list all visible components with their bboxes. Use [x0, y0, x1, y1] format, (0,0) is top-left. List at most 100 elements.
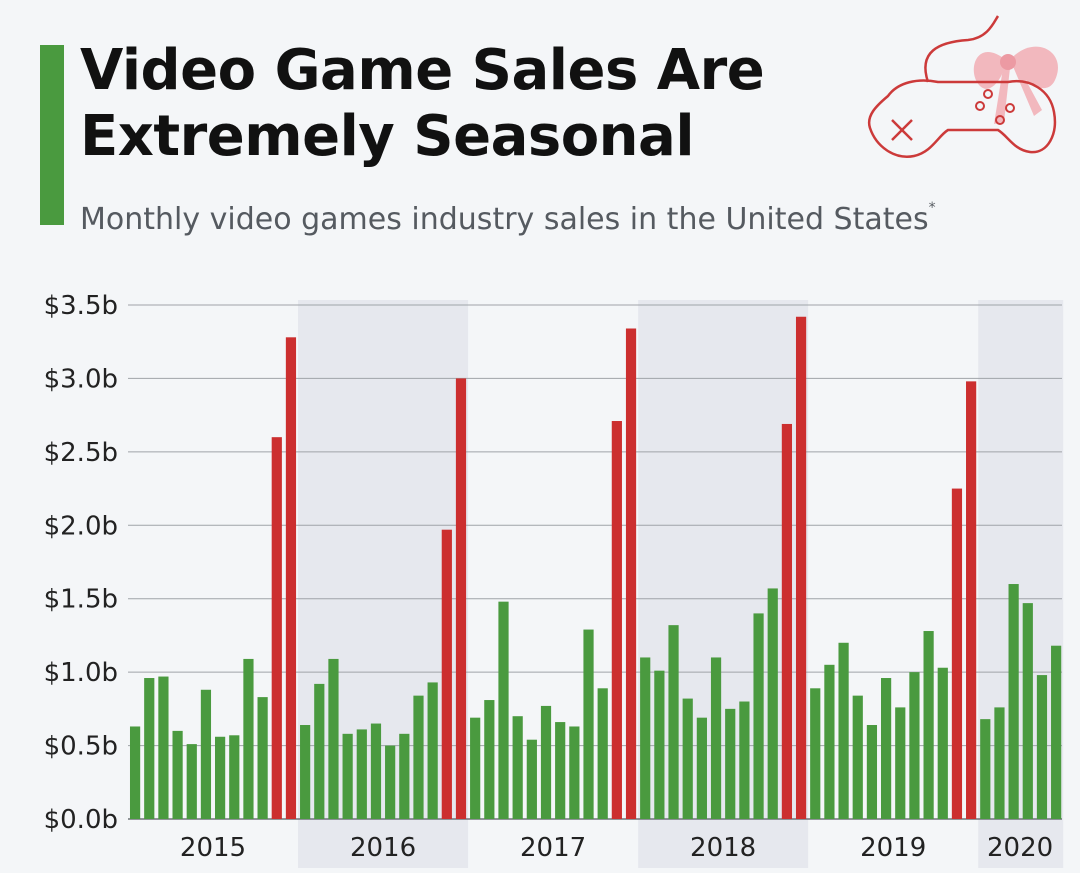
bar-2017-2: [484, 700, 495, 819]
bar-2016-2: [314, 683, 325, 819]
bar-2018-5: [696, 717, 707, 819]
button-4: [995, 115, 1005, 125]
bar-2015-5: [186, 744, 197, 819]
x-year-label-2020: 2020: [987, 833, 1053, 863]
bow-ribbon: [994, 62, 1010, 124]
bar-2019-3: [838, 642, 849, 819]
bow-knot: [1000, 54, 1016, 70]
sales-bar-chart: $0.0b $0.5b $1.0b $1.5b $2.0b $2.5b $3.0b $3.5b…: [44, 291, 1064, 868]
y-tick-label: $0.0b: [44, 805, 118, 835]
bar-2019-2: [824, 664, 835, 819]
bar-2016-3: [328, 658, 339, 819]
bar-2019-1: [810, 688, 821, 819]
year-band-2016: [298, 300, 469, 868]
bar-2018-11: [781, 423, 793, 819]
bar-2016-12: [455, 378, 467, 819]
bar-2019-11: [951, 488, 963, 819]
bar-2018-3: [668, 625, 679, 819]
bar-2019-5: [866, 725, 878, 819]
gamepad-with-bow-icon: [867, 15, 1058, 158]
bow-left-loop: [973, 51, 1006, 89]
y-tick-label: $1.0b: [44, 658, 118, 688]
bar-2015-11: [271, 437, 282, 819]
bar-2016-9: [413, 695, 424, 819]
bars: [129, 316, 1062, 819]
bar-2016-10: [427, 682, 438, 819]
title-line-1: Video Game Sales Are: [80, 38, 765, 103]
bar-2015-7: [215, 736, 226, 819]
bar-2017-5: [526, 739, 537, 819]
bar-2016-11: [441, 529, 452, 819]
bar-2020-2: [994, 707, 1005, 819]
bar-2020-6: [1051, 645, 1062, 819]
bar-2018-12: [795, 316, 807, 819]
button-3: [1005, 103, 1015, 113]
bar-2019-9: [923, 631, 934, 819]
bar-2018-8: [739, 701, 750, 819]
y-tick-label: $2.0b: [44, 511, 118, 541]
button-2: [975, 101, 985, 111]
button-1: [983, 89, 993, 99]
bar-2017-12: [625, 328, 637, 819]
chart-subtitle: Monthly video games industry sales in th…: [80, 196, 1040, 238]
bar-2019-10: [937, 667, 948, 819]
title-accent-bar: [40, 45, 64, 225]
bar-2016-8: [399, 733, 410, 819]
y-tick-label: $0.5b: [44, 732, 118, 762]
bar-2017-1: [470, 717, 481, 819]
bar-2015-10: [257, 697, 268, 819]
bar-2018-10: [767, 588, 778, 819]
bar-2016-4: [342, 733, 353, 819]
bar-2015-2: [144, 678, 155, 819]
bar-2016-6: [370, 723, 382, 819]
chart-title: Video Game Sales Are Extremely Seasonal: [80, 38, 840, 170]
year-band-2020: [978, 300, 1064, 868]
bow-ribbon-right: [1012, 62, 1042, 116]
bar-2017-7: [555, 722, 566, 819]
bar-2018-1: [640, 657, 651, 819]
bar-2015-4: [172, 730, 183, 819]
bar-2016-1: [300, 725, 311, 819]
bar-2015-12: [285, 337, 297, 819]
x-axis-labels: 2015 2016 2017 2018 2019 2020: [180, 833, 1053, 863]
bar-2019-12: [966, 381, 977, 819]
bar-2015-1: [129, 726, 141, 819]
bar-2017-3: [498, 601, 509, 819]
y-tick-label: $3.0b: [44, 364, 118, 394]
controller-cable: [924, 15, 1000, 83]
y-tick-label: $3.5b: [44, 291, 118, 321]
year-bands: [298, 300, 1064, 868]
bar-2018-2: [654, 670, 665, 819]
bar-2016-7: [385, 745, 396, 819]
bar-2015-6: [200, 689, 212, 819]
bar-2016-5: [356, 729, 367, 819]
y-tick-label: $2.5b: [44, 438, 118, 468]
bow-right-loop: [1010, 46, 1058, 89]
x-year-label-2018: 2018: [690, 833, 756, 863]
bar-2015-8: [229, 735, 240, 819]
bar-2020-4: [1022, 603, 1033, 819]
bar-2017-10: [597, 688, 608, 819]
bar-2015-9: [243, 658, 254, 819]
x-year-label-2017: 2017: [520, 833, 586, 863]
subtitle-text: Monthly video games industry sales in th…: [80, 202, 929, 237]
x-year-label-2019: 2019: [860, 833, 926, 863]
bar-2019-8: [909, 672, 920, 819]
bar-2019-4: [852, 695, 863, 819]
x-year-label-2015: 2015: [180, 833, 246, 863]
bar-2015-3: [158, 676, 169, 819]
bar-2018-7: [725, 708, 736, 819]
bar-2017-9: [583, 629, 594, 819]
bar-2017-6: [540, 705, 552, 819]
bar-2020-3: [1008, 584, 1019, 819]
controller-body: [867, 79, 1057, 158]
bar-2020-5: [1036, 675, 1048, 819]
bar-2018-6: [710, 657, 722, 819]
dpad-line-b: [891, 119, 913, 141]
year-band-2018: [638, 300, 809, 868]
bar-2017-11: [611, 421, 622, 819]
footnote-marker: *: [928, 200, 936, 216]
title-line-2: Extremely Seasonal: [80, 104, 695, 169]
bar-2019-6: [880, 678, 892, 819]
